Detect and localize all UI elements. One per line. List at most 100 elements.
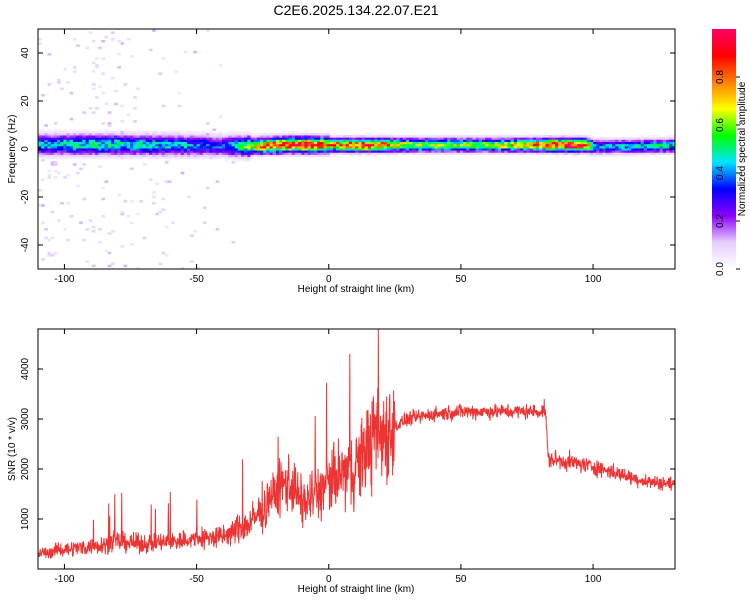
spectrogram-cell: [88, 137, 93, 140]
spectrogram-cell: [187, 132, 191, 136]
spectrogram-cell: [570, 154, 575, 158]
spectrogram-cell: [114, 102, 118, 106]
spectrogram-cell: [494, 137, 499, 140]
spectrogram-cell: [117, 132, 121, 136]
spectrogram-cell: [380, 139, 385, 142]
spectrogram-cell: [168, 137, 172, 140]
spectrogram-cell: [593, 137, 597, 140]
spectrogram-cell: [117, 150, 121, 153]
spectrogram-cell: [558, 148, 562, 151]
spectrogram-cell: [149, 139, 153, 142]
spectrogram-cell: [149, 148, 153, 151]
spectrogram-cell: [453, 148, 458, 151]
spectrogram-cell: [570, 150, 575, 153]
spectrogram-cell: [412, 137, 416, 140]
spectrogram-cell: [193, 154, 197, 158]
spectrogram-cell: [145, 135, 150, 138]
spectrogram-cell: [79, 145, 83, 149]
spectrogram-cell: [447, 150, 451, 153]
spectrogram-cell: [225, 148, 229, 151]
spectrogram-cell: [615, 143, 619, 147]
spectrogram-cell: [199, 154, 204, 158]
spectrogram-cell: [504, 139, 508, 142]
spectrogram-cell: [386, 143, 391, 147]
spectrogram-cell: [444, 152, 448, 155]
spectrogram-cell: [602, 152, 607, 155]
spectrogram-cell: [602, 150, 607, 153]
spectrogram-cell: [317, 137, 321, 140]
spectrogram-cell: [60, 139, 64, 142]
spectrogram-cell: [120, 148, 125, 151]
spectrogram-cell: [545, 139, 550, 142]
spectrogram-cell: [304, 141, 308, 145]
spectrogram-cell: [250, 145, 255, 149]
spectrogram-cell: [383, 132, 388, 136]
spectrogram-cell: [615, 150, 619, 153]
spectrogram-cell: [187, 143, 191, 147]
spectrogram-cell: [215, 152, 220, 155]
spectrogram-cell: [250, 156, 255, 160]
spectrogram-cell: [580, 135, 584, 138]
spectrogram-cell: [608, 141, 613, 145]
spectrogram-cell: [161, 143, 166, 147]
spectrogram-cell: [209, 145, 213, 149]
spectrogram-cell: [76, 184, 80, 188]
spectrogram-cell: [237, 139, 242, 142]
spectrogram-cell: [342, 139, 347, 142]
spectrogram-cell: [158, 130, 163, 134]
spectrogram-cell: [390, 139, 394, 142]
spectrogram-cell: [241, 158, 245, 162]
spectrogram-cell: [145, 156, 150, 160]
snr-data-point: [116, 541, 118, 543]
spectrogram-cell: [596, 154, 600, 158]
spectrogram-cell: [41, 204, 45, 207]
spectrogram-cell: [177, 91, 182, 95]
spectrogram-cell: [323, 143, 328, 147]
spectrogram-cell: [63, 139, 67, 142]
spectrogram-cell: [469, 145, 473, 149]
spectrogram-cell: [656, 150, 661, 153]
spectrogram-cell: [494, 148, 499, 151]
spectrogram-cell: [396, 141, 400, 145]
spectrogram-cell: [390, 137, 394, 140]
spectrogram-cell: [228, 150, 232, 153]
spectrogram-cell: [364, 143, 369, 147]
spectrogram-cell: [656, 137, 661, 140]
spectrogram-cell: [294, 137, 299, 140]
spectrogram-cell: [482, 139, 486, 142]
spectrogram-cell: [241, 148, 245, 151]
spectrogram-cell: [279, 148, 283, 151]
spectrogram-cell: [371, 143, 375, 147]
spectrogram-cell: [171, 135, 175, 138]
spectrogram-cell: [628, 137, 632, 140]
spectrogram-cell: [501, 135, 505, 138]
spectrogram-cell: [634, 141, 638, 145]
spectrogram-cell: [152, 139, 156, 142]
spectrogram-cell: [361, 139, 366, 142]
spectrogram-cell: [666, 143, 670, 147]
spectrogram-cell: [345, 135, 350, 138]
spectrogram-cell: [412, 152, 416, 155]
spectrogram-cell: [608, 137, 613, 140]
spectrogram-cell: [599, 152, 603, 155]
spectrogram-cell: [47, 145, 52, 149]
spectrogram-cell: [76, 148, 80, 151]
spectrogram-cell: [453, 139, 458, 142]
spectrogram-cell: [53, 161, 58, 164]
spectrogram-cell: [380, 135, 385, 138]
spectrogram-cell: [133, 107, 137, 110]
spectrogram-cell: [539, 137, 543, 140]
spectrogram-cell: [256, 145, 261, 149]
spectrogram-cell: [269, 152, 274, 155]
spectrogram-cell: [501, 139, 505, 142]
spectrogram-cell: [513, 137, 518, 140]
spectrogram-cell: [307, 141, 312, 145]
spectrogram-cell: [396, 145, 400, 149]
spectrogram-cell: [155, 130, 159, 134]
spectrogram-cell: [294, 154, 299, 158]
spectrogram-cell: [352, 145, 356, 149]
spectrogram-cell: [497, 137, 502, 140]
spectrogram-cell: [485, 141, 489, 145]
spectrogram-cell: [612, 150, 616, 153]
spectrogram-cell: [326, 132, 331, 136]
